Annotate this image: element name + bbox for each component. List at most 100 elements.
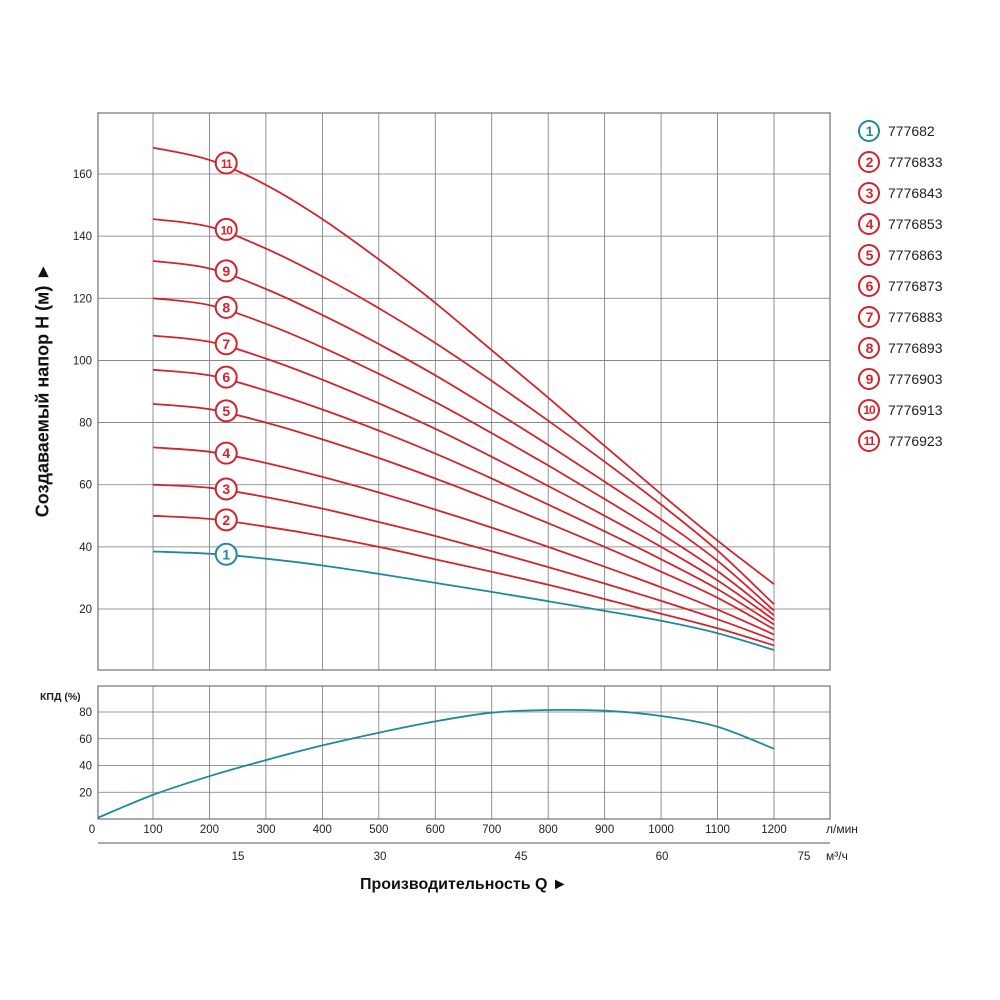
head-curve-5 — [152, 403, 775, 630]
curve-marker-label-7: 7 — [222, 336, 230, 352]
curve-marker-10 — [214, 217, 238, 241]
head-chart-grid — [97, 112, 831, 671]
legend-item-5: 5 7776863 — [858, 239, 998, 270]
head-curve-6 — [152, 368, 775, 626]
efficiency-y-ticks: 20 40 60 80 — [79, 707, 92, 799]
legend-item-6: 6 7776873 — [858, 270, 998, 301]
curve-marker-label-4: 4 — [222, 445, 230, 461]
head-y-tick-label: 120 — [73, 293, 92, 305]
x-tick-label-lpm: 1000 — [648, 824, 674, 836]
curve-marker-label-1: 1 — [222, 546, 230, 562]
curve-marker-5 — [214, 399, 238, 423]
efficiency-axis-label: КПД (%) — [40, 691, 81, 703]
legend-label: 7776873 — [888, 277, 943, 294]
legend-label: 7776923 — [888, 432, 943, 449]
legend-item-3: 3 7776843 — [858, 177, 998, 208]
head-curve-11 — [152, 146, 775, 585]
curve-marker-3 — [214, 477, 238, 501]
legend-label: 7776893 — [888, 339, 943, 356]
efficiency-plot-frame — [97, 685, 831, 820]
x-tick-label-lpm: 200 — [200, 824, 219, 836]
efficiency-curve-line — [97, 708, 775, 819]
legend-item-11: 11 7776923 — [858, 425, 998, 456]
legend-badge: 5 — [858, 243, 880, 266]
legend-label: 7776863 — [888, 246, 943, 263]
head-y-tick-label: 80 — [79, 418, 92, 430]
head-curve-10 — [152, 218, 775, 605]
legend-label: 777682 — [888, 122, 935, 139]
legend-item-9: 9 7776903 — [858, 363, 998, 394]
x-tick-label-lpm: 400 — [313, 824, 332, 836]
curve-marker-label-11: 11 — [221, 157, 233, 171]
head-y-ticks: 20 40 60 80 100 120 140 160 — [73, 169, 92, 616]
x-tick-label-m3h: 75 — [798, 851, 811, 863]
curve-marker-label-9: 9 — [222, 263, 230, 279]
legend: 1 777682 2 7776833 3 7776843 4 7776853 5 7776863 6… — [858, 115, 998, 456]
curve-marker-11 — [214, 151, 238, 175]
x-tick-label-lpm: 700 — [482, 824, 501, 836]
curve-marker-label-8: 8 — [222, 299, 230, 315]
legend-badge: 10 — [858, 398, 880, 421]
legend-item-4: 4 7776853 — [858, 208, 998, 239]
curve-marker-1 — [214, 542, 238, 566]
legend-badge: 11 — [858, 429, 880, 452]
legend-badge: 2 — [858, 150, 880, 173]
legend-badge: 6 — [858, 274, 880, 297]
legend-item-7: 7 7776883 — [858, 301, 998, 332]
x-tick-label-m3h: 45 — [515, 851, 528, 863]
head-y-tick-label: 60 — [79, 480, 92, 492]
legend-badge: 8 — [858, 336, 880, 359]
legend-label: 7776913 — [888, 401, 943, 418]
efficiency-chart-grid — [97, 685, 831, 820]
head-curve-9 — [152, 260, 775, 612]
curve-marker-8 — [214, 295, 238, 319]
curve-marker-7 — [214, 332, 238, 356]
x-tick-label-lpm: 0 — [89, 824, 95, 836]
legend-item-2: 2 7776833 — [858, 146, 998, 177]
legend-label: 7776833 — [888, 153, 943, 170]
legend-label: 7776883 — [888, 308, 943, 325]
legend-badge: 9 — [858, 367, 880, 390]
curve-marker-label-2: 2 — [222, 512, 230, 528]
x-axis-ticks: 0 100 200 300 400 500 600 700 800 900 1000 1100 1200… — [89, 824, 830, 863]
x-tick-label-m3h: 30 — [374, 851, 387, 863]
head-curve-3 — [152, 483, 775, 641]
x-tick-label-lpm: 100 — [143, 824, 162, 836]
x-tick-label-lpm: 900 — [595, 824, 614, 836]
head-curve-7 — [152, 334, 775, 621]
legend-label: 7776843 — [888, 184, 943, 201]
x-tick-label-lpm: 1200 — [761, 824, 787, 836]
legend-badge: 3 — [858, 181, 880, 204]
legend-badge: 7 — [858, 305, 880, 328]
head-curve-4 — [152, 446, 775, 636]
x-tick-label-lpm: 1100 — [705, 824, 730, 836]
legend-badge: 1 — [858, 119, 880, 142]
head-y-tick-label: 40 — [79, 542, 92, 554]
legend-item-8: 8 7776893 — [858, 332, 998, 363]
efficiency-curve — [97, 708, 775, 819]
x-axis-label: Производительность Q ► — [360, 876, 568, 893]
x-tick-label-lpm: 800 — [539, 824, 558, 836]
curve-marker-6 — [214, 365, 238, 389]
head-y-tick-label: 140 — [73, 231, 92, 243]
legend-label: 7776853 — [888, 215, 943, 232]
head-y-tick-label: 160 — [73, 169, 92, 181]
eff-y-tick-label: 60 — [79, 734, 92, 746]
head-curve-2 — [152, 514, 775, 647]
x-tick-label-lpm: 600 — [426, 824, 445, 836]
legend-badge: 4 — [858, 212, 880, 235]
legend-item-10: 10 7776913 — [858, 394, 998, 425]
legend-item-1: 1 777682 — [858, 115, 998, 146]
x-tick-label-m3h: 60 — [656, 851, 669, 863]
head-plot-frame — [97, 112, 831, 671]
x-unit-lpm: л/мин — [826, 822, 858, 836]
curve-marker-label-3: 3 — [222, 481, 230, 497]
curve-marker-2 — [214, 508, 238, 532]
curve-marker-4 — [214, 441, 238, 465]
head-curves: 1 2 3 4 5 6 7 8 9 10 11 — [152, 146, 775, 651]
curve-marker-label-5: 5 — [222, 403, 230, 419]
curve-marker-label-10: 10 — [221, 223, 234, 237]
x-tick-label-lpm: 500 — [369, 824, 388, 836]
head-curve-8 — [152, 297, 775, 616]
